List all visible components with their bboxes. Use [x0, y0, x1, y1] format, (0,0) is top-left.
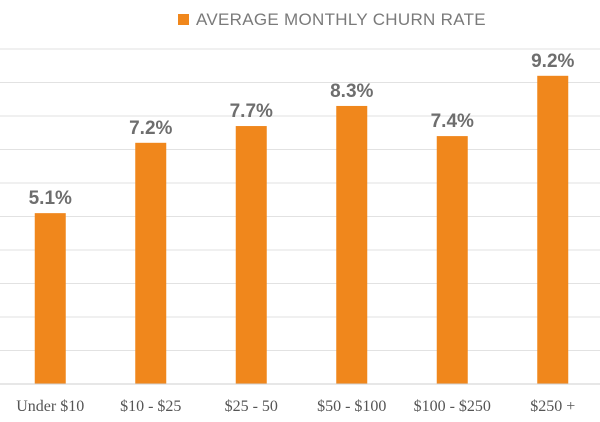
- bars: [34, 75, 569, 385]
- legend-label: AVERAGE MONTHLY CHURN RATE: [196, 10, 486, 29]
- legend-swatch: [178, 14, 189, 25]
- legend: AVERAGE MONTHLY CHURN RATE: [178, 10, 486, 29]
- data-label: 8.3%: [330, 81, 373, 102]
- grid-lines: [0, 48, 600, 351]
- data-label: 7.7%: [230, 101, 273, 122]
- bar: [235, 126, 267, 385]
- bar: [135, 142, 167, 384]
- data-labels: 5.1% 7.2% 7.7% 8.3% 7.4% 9.2%: [29, 51, 575, 209]
- x-tick-label: $10 - $25: [120, 398, 181, 415]
- data-label: 9.2%: [531, 51, 574, 72]
- x-tick-label: $250 +: [530, 398, 575, 415]
- bar: [34, 213, 66, 384]
- data-label: 7.2%: [129, 118, 172, 139]
- x-tick-label: $50 - $100: [317, 398, 386, 415]
- bar: [436, 136, 468, 384]
- data-label: 7.4%: [431, 111, 474, 132]
- bar: [336, 105, 368, 384]
- bar: [537, 75, 569, 385]
- x-axis-tick-labels: Under $10 $10 - $25 $25 - 50 $50 - $100 $100…: [16, 398, 575, 415]
- x-tick-label: $25 - 50: [225, 398, 278, 415]
- data-label: 5.1%: [29, 188, 72, 209]
- x-tick-label: $100 - $250: [414, 398, 491, 415]
- x-tick-label: Under $10: [16, 398, 84, 415]
